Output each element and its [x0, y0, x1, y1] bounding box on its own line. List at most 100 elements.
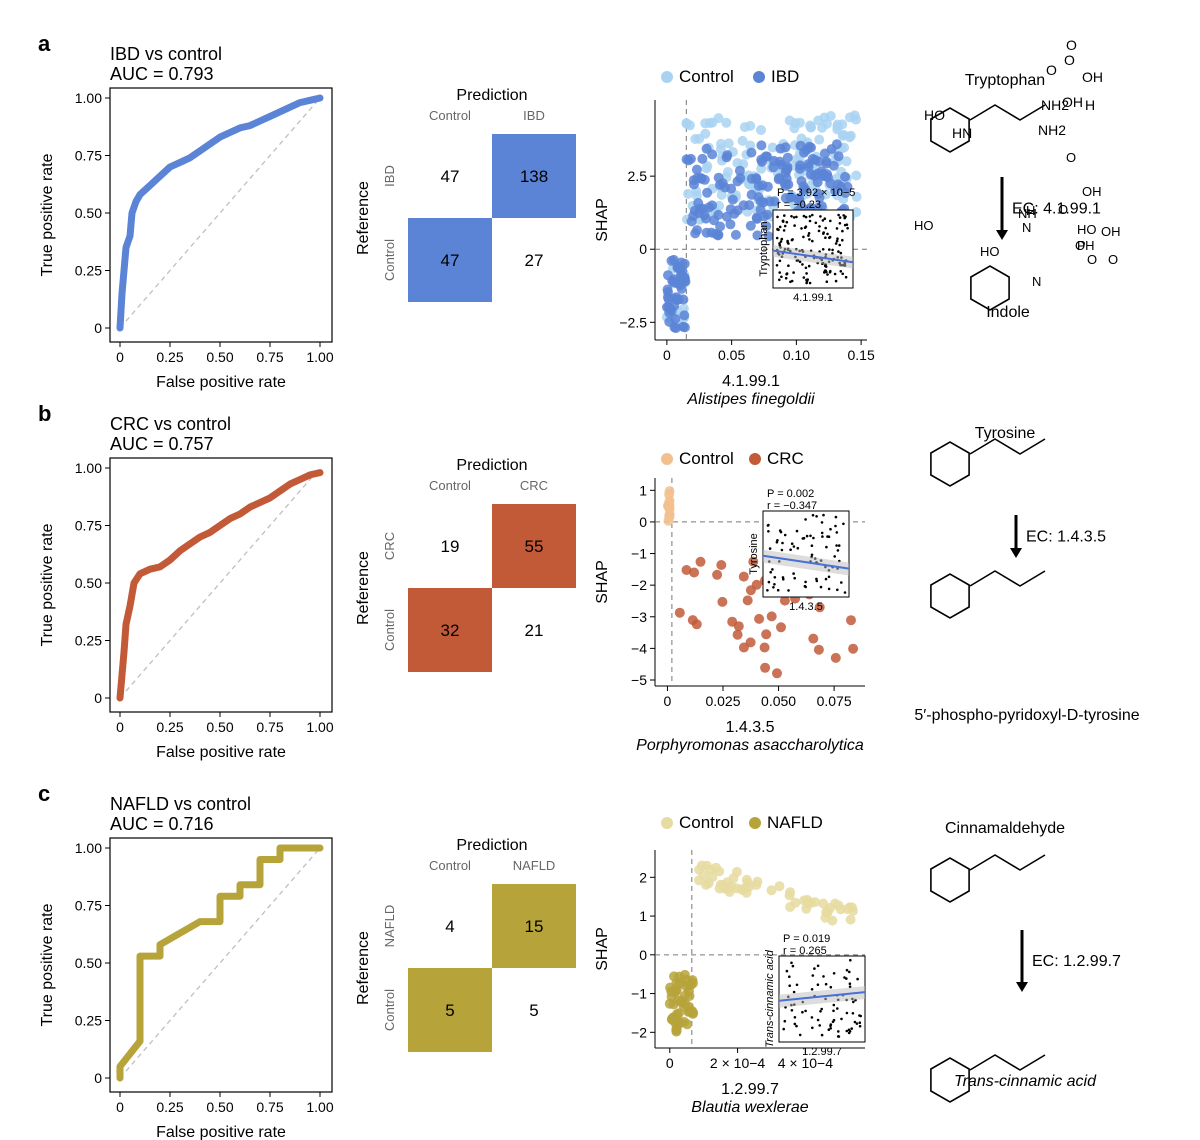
shap-point	[762, 181, 773, 192]
inset-point	[804, 266, 808, 270]
shap-xlabel: 4.1.99.1	[722, 373, 780, 390]
inset-point	[837, 1030, 840, 1033]
chem-bottom-name: Indole	[986, 304, 1030, 321]
shap-point	[692, 173, 703, 184]
inset-point	[829, 269, 832, 273]
inset-point	[821, 248, 825, 251]
shap-point	[683, 155, 694, 166]
confusion-col-label: Control	[429, 478, 471, 493]
inset-point	[793, 576, 796, 580]
inset-point	[777, 228, 780, 232]
shap-ytick-label: −1	[631, 986, 647, 1002]
shap-point	[689, 567, 700, 578]
confusion-cell	[492, 134, 576, 218]
shap-point	[828, 160, 839, 171]
inset-point	[785, 220, 789, 224]
inset-point	[804, 225, 808, 228]
inset-point	[793, 1022, 797, 1026]
shap-ytick-label: −4	[631, 640, 647, 656]
confusion-col-label: NAFLD	[513, 858, 556, 873]
inset-point	[848, 982, 852, 985]
shap-point	[691, 164, 702, 175]
inset-point	[845, 1011, 849, 1015]
shap-point	[773, 174, 784, 185]
inset-stat-p: P = 0.002	[767, 488, 814, 500]
inset-point	[804, 580, 807, 584]
inset-point	[839, 251, 843, 255]
inset-point	[778, 529, 782, 532]
shap-point	[753, 180, 764, 191]
chem-atom-label: O	[1058, 202, 1068, 217]
inset-point	[832, 1003, 836, 1007]
shap-point	[738, 571, 749, 582]
shap-xtick-label: 0	[664, 693, 672, 709]
roc-xlabel: False positive rate	[156, 744, 286, 761]
shap-ytick-label: −2.5	[619, 314, 647, 330]
confusion-title: Prediction	[456, 87, 527, 104]
inset-point	[820, 531, 824, 535]
inset-fit-line	[772, 249, 854, 264]
shap-point	[687, 615, 698, 626]
chem-chain	[969, 570, 1046, 587]
roc-ytick-label: 0	[94, 690, 102, 706]
inset-point	[821, 219, 825, 222]
inset-point	[821, 535, 824, 538]
inset-point	[833, 272, 837, 276]
inset-point	[768, 547, 772, 550]
shap-point	[730, 229, 741, 240]
shap-point	[813, 188, 824, 199]
shap-point	[701, 163, 712, 174]
roc-curve	[116, 844, 324, 1082]
inset-point	[827, 575, 831, 579]
shap-point	[702, 187, 713, 198]
shap-point	[772, 668, 782, 679]
inset-point	[848, 970, 851, 974]
inset-point	[767, 580, 771, 584]
inset-point	[815, 515, 818, 518]
shap-point	[715, 221, 726, 232]
inset-point	[819, 1010, 822, 1013]
inset-point	[793, 1016, 797, 1019]
inset-stat-r: r = −0.347	[767, 500, 817, 512]
inset-point	[808, 281, 812, 285]
benzene-ring	[930, 573, 970, 619]
roc-xtick-label: 0.50	[206, 1099, 233, 1115]
roc-xtick-label: 0	[116, 349, 124, 365]
panel-letter: b	[38, 401, 51, 426]
roc-ytick-label: 1.00	[75, 840, 102, 856]
inset-point	[846, 226, 849, 230]
inset-point	[838, 243, 841, 247]
chem-bottom-name: Trans-cinnamic acid	[954, 1073, 1097, 1090]
shap-point	[684, 120, 695, 131]
inset-point	[792, 271, 795, 274]
chem-ec-label: EC: 1.2.99.7	[1032, 953, 1121, 970]
shap-point	[851, 191, 862, 202]
shap-point	[689, 205, 700, 216]
inset-point	[805, 534, 809, 538]
shap-ytick-label: 0	[639, 947, 647, 963]
inset-xlabel: 4.1.99.1	[793, 292, 833, 304]
chem-atom-label: O	[1066, 37, 1077, 53]
shap-point	[766, 611, 777, 622]
shap-point	[669, 301, 680, 311]
legend-label-control: Control	[679, 67, 734, 86]
inset-point	[817, 229, 821, 233]
shap-point	[684, 980, 694, 990]
inset-point	[769, 570, 772, 574]
shap-point	[663, 515, 674, 526]
confusion-row-label: Control	[382, 239, 397, 281]
shap-point	[763, 231, 774, 242]
inset-ylabel: Tryptophan	[758, 221, 770, 276]
confusion-col-label: CRC	[520, 478, 548, 493]
shap-xlabel: 1.2.99.7	[721, 1081, 779, 1098]
shap-point	[784, 890, 795, 901]
chem-atom-label: OH	[1075, 238, 1095, 253]
inset-point	[850, 1027, 853, 1030]
confusion-cell	[408, 588, 492, 672]
roc-ytick-label: 0.75	[75, 518, 102, 534]
roc-diagonal	[119, 97, 321, 329]
shap-point	[813, 644, 824, 655]
inset-point	[825, 270, 828, 274]
inset-point	[844, 215, 847, 218]
